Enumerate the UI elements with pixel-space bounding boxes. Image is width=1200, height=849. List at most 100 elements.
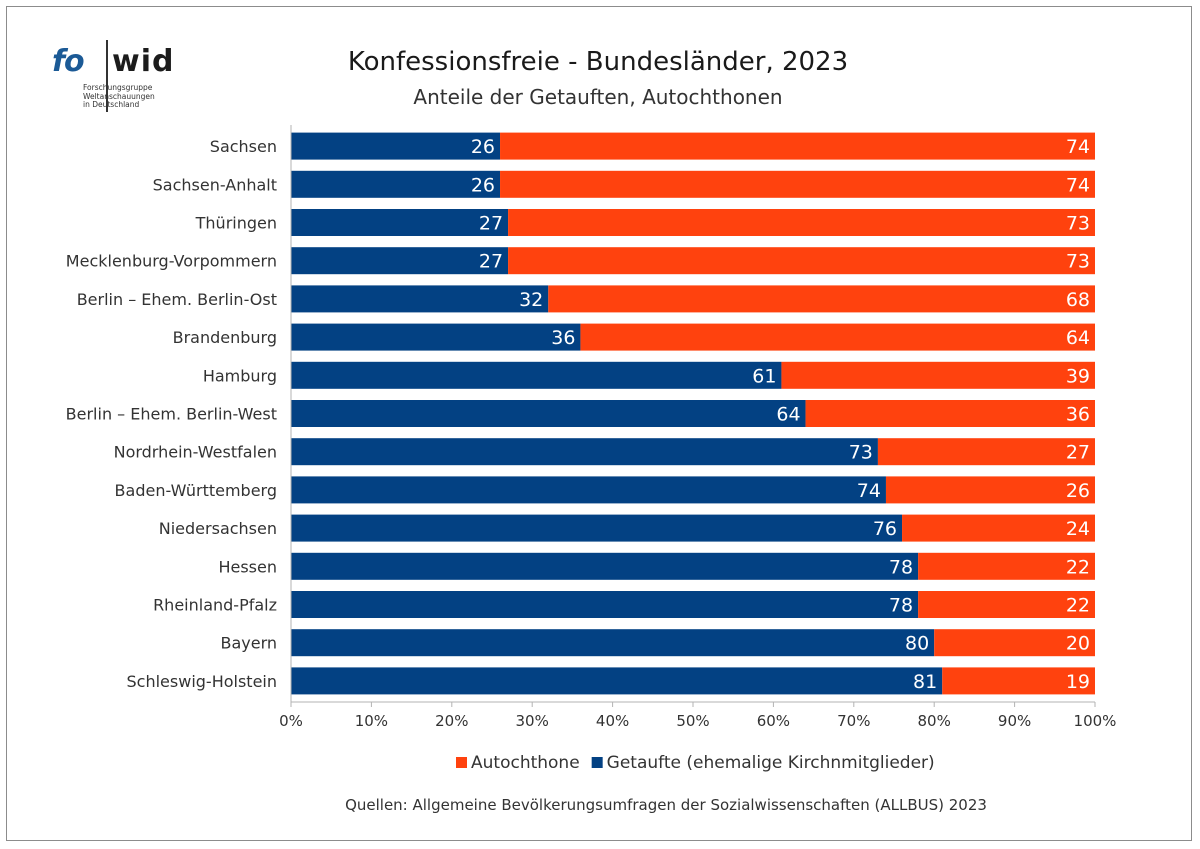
value-label-getaufte: 61	[752, 365, 776, 387]
value-label-autochthone: 19	[1066, 671, 1090, 693]
value-label-autochthone: 73	[1066, 213, 1090, 235]
value-label-autochthone: 36	[1066, 404, 1090, 426]
category-label: Berlin – Ehem. Berlin-Ost	[77, 290, 277, 309]
bar-autochthone	[918, 552, 1095, 580]
bar-getaufte	[291, 247, 509, 275]
legend-label: Getaufte (ehemalige Kirchnmitglieder)	[607, 753, 935, 773]
legend-swatch	[456, 757, 467, 768]
chart-title: Konfessionsfreie - Bundesländer, 2023	[348, 47, 848, 77]
x-tick-label: 40%	[596, 712, 629, 730]
category-label: Mecklenburg-Vorpommern	[66, 252, 277, 271]
bar-getaufte	[291, 170, 501, 198]
value-label-autochthone: 39	[1066, 365, 1090, 387]
bar-autochthone	[877, 438, 1095, 466]
category-label: Sachsen-Anhalt	[153, 175, 277, 194]
bar-getaufte	[291, 591, 919, 618]
x-tick-label: 0%	[279, 712, 303, 730]
category-label: Berlin – Ehem. Berlin-West	[66, 405, 277, 424]
fowid-logo: fo wid Forschungsgruppe Weltanschauungen…	[52, 40, 192, 120]
value-label-autochthone: 26	[1066, 480, 1090, 502]
bar-getaufte	[291, 552, 919, 580]
value-label-autochthone: 64	[1066, 327, 1090, 349]
bar-getaufte	[291, 361, 782, 389]
bar-getaufte	[291, 209, 509, 236]
category-label: Hamburg	[203, 366, 277, 385]
bar-autochthone	[902, 514, 1095, 542]
category-label: Schleswig-Holstein	[127, 672, 277, 691]
value-label-getaufte: 78	[889, 556, 913, 578]
logo-subtitle-line: Forschungsgruppe	[83, 83, 153, 92]
value-label-getaufte: 76	[873, 518, 897, 540]
logo-subtitle-line: Weltanschauungen	[83, 91, 155, 101]
bar-autochthone	[918, 591, 1095, 618]
bar-autochthone	[885, 476, 1095, 504]
bar-getaufte	[291, 667, 943, 695]
value-label-autochthone: 73	[1066, 251, 1090, 273]
value-label-getaufte: 73	[849, 442, 873, 464]
x-tick-label: 60%	[757, 712, 790, 730]
bar-autochthone	[508, 247, 1096, 275]
category-label: Nordrhein-Westfalen	[114, 443, 277, 462]
bar-autochthone	[942, 667, 1095, 695]
value-label-autochthone: 24	[1066, 518, 1090, 540]
legend-swatch	[591, 757, 603, 768]
category-label: Brandenburg	[173, 328, 277, 347]
bar-autochthone	[580, 323, 1095, 351]
bar-getaufte	[291, 476, 886, 504]
category-label: Baden-Württemberg	[115, 481, 277, 500]
value-label-autochthone: 74	[1066, 174, 1090, 196]
bar-autochthone	[500, 132, 1095, 160]
logo-text-wid: wid	[112, 44, 175, 79]
bar-autochthone	[934, 629, 1095, 657]
category-label: Niedersachsen	[159, 519, 277, 538]
bar-getaufte	[291, 323, 581, 351]
value-label-autochthone: 68	[1066, 289, 1090, 311]
value-label-autochthone: 74	[1066, 136, 1090, 158]
legend-label: Autochthone	[471, 753, 580, 773]
x-tick-label: 20%	[435, 712, 468, 730]
bar-getaufte	[291, 285, 549, 313]
x-tick-label: 100%	[1074, 712, 1117, 730]
value-label-getaufte: 81	[913, 671, 937, 693]
value-label-getaufte: 74	[857, 480, 881, 502]
legend: Autochthone Getaufte (ehemalige Kirchnmit…	[456, 753, 935, 773]
category-label: Hessen	[218, 557, 277, 576]
category-labels: Sachsen Sachsen-Anhalt Thüringen Mecklenbur…	[66, 137, 277, 691]
value-label-getaufte: 78	[889, 595, 913, 617]
x-tick-label: 90%	[998, 712, 1031, 730]
category-label: Rheinland-Pfalz	[153, 596, 277, 615]
x-tick-label: 70%	[837, 712, 870, 730]
category-label: Thüringen	[195, 214, 277, 233]
value-label-getaufte: 27	[479, 251, 503, 273]
value-label-autochthone: 27	[1066, 442, 1090, 464]
category-label: Bayern	[220, 634, 277, 653]
bar-autochthone	[508, 209, 1096, 236]
bar-autochthone	[805, 400, 1095, 427]
logo-subtitle: Forschungsgruppe Weltanschauungen in Deu…	[83, 83, 183, 110]
value-label-autochthone: 22	[1066, 595, 1090, 617]
logo-divider	[106, 40, 108, 112]
x-tick-label: 50%	[676, 712, 709, 730]
value-label-getaufte: 80	[905, 633, 929, 655]
value-label-getaufte: 64	[776, 404, 800, 426]
value-label-getaufte: 36	[551, 327, 575, 349]
chart-subtitle: Anteile der Getauften, Autochthonen	[413, 85, 782, 109]
bar-autochthone	[781, 361, 1095, 389]
bar-autochthone	[500, 170, 1095, 198]
value-label-getaufte: 26	[471, 136, 495, 158]
bar-getaufte	[291, 514, 903, 542]
logo-subtitle-line: in Deutschland	[83, 100, 140, 109]
bar-getaufte	[291, 400, 806, 427]
bar-autochthone	[548, 285, 1095, 313]
x-axis: 0% 10% 20% 30% 40% 50% 60% 70% 80% 90% 100%	[279, 125, 1116, 730]
value-label-getaufte: 27	[479, 213, 503, 235]
x-tick-label: 80%	[918, 712, 951, 730]
bar-getaufte	[291, 438, 878, 466]
source-note: Quellen: Allgemeine Bevölkerungsumfragen…	[345, 796, 987, 814]
x-tick-label: 10%	[355, 712, 388, 730]
bars-group	[291, 132, 1096, 695]
logo-text-fo: fo	[52, 44, 85, 79]
value-label-autochthone: 20	[1066, 633, 1090, 655]
